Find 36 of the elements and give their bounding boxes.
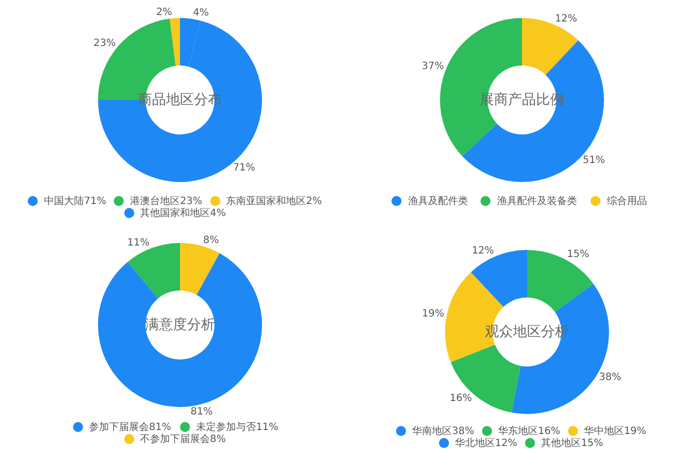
donut-slice	[170, 18, 180, 66]
data-label: 4%	[193, 8, 209, 19]
donut-slice	[180, 243, 220, 295]
legend-label: 不参加下届展会8%	[140, 433, 226, 445]
legend-label: 其他国家和地区4%	[140, 207, 226, 219]
donut-slice	[462, 40, 604, 182]
legend-label: 华中地区19%	[584, 425, 646, 437]
data-label: 37%	[422, 61, 444, 72]
legend-label: 渔具配件及装备类	[497, 195, 577, 207]
data-label: 2%	[156, 7, 172, 18]
data-label: 19%	[422, 308, 444, 320]
legend-label: 港澳台地区23%	[130, 195, 202, 207]
data-label: 81%	[190, 406, 213, 418]
legend-label: 渔具及配件类	[408, 195, 468, 207]
data-label: 23%	[94, 38, 116, 49]
data-label: 12%	[472, 246, 494, 257]
donut-slice	[450, 344, 521, 413]
legend-label: 参加下届展会81%	[89, 421, 172, 433]
legend-label: 未定参加与否11%	[196, 421, 278, 433]
data-label: 15%	[566, 249, 590, 260]
legend-label: 华东地区16%	[498, 425, 560, 437]
data-label: 71%	[233, 162, 256, 174]
data-label: 51%	[582, 155, 605, 166]
data-label: 8%	[203, 234, 220, 246]
data-label: 11%	[127, 237, 150, 248]
legend-label: 华北地区12%	[455, 437, 518, 449]
data-label: 38%	[598, 372, 622, 384]
donut-slice	[98, 253, 262, 407]
data-label: 16%	[450, 392, 472, 404]
data-label: 12%	[554, 14, 578, 25]
legend-label: 中国大陆71%	[44, 195, 106, 207]
legend-label: 综合用品	[607, 195, 647, 207]
legend-label: 华南地区38%	[412, 425, 474, 437]
legend-label: 东南亚国家和地区2%	[226, 195, 322, 207]
legend-label: 其他地区15%	[541, 437, 604, 449]
donut-slice	[527, 250, 594, 312]
